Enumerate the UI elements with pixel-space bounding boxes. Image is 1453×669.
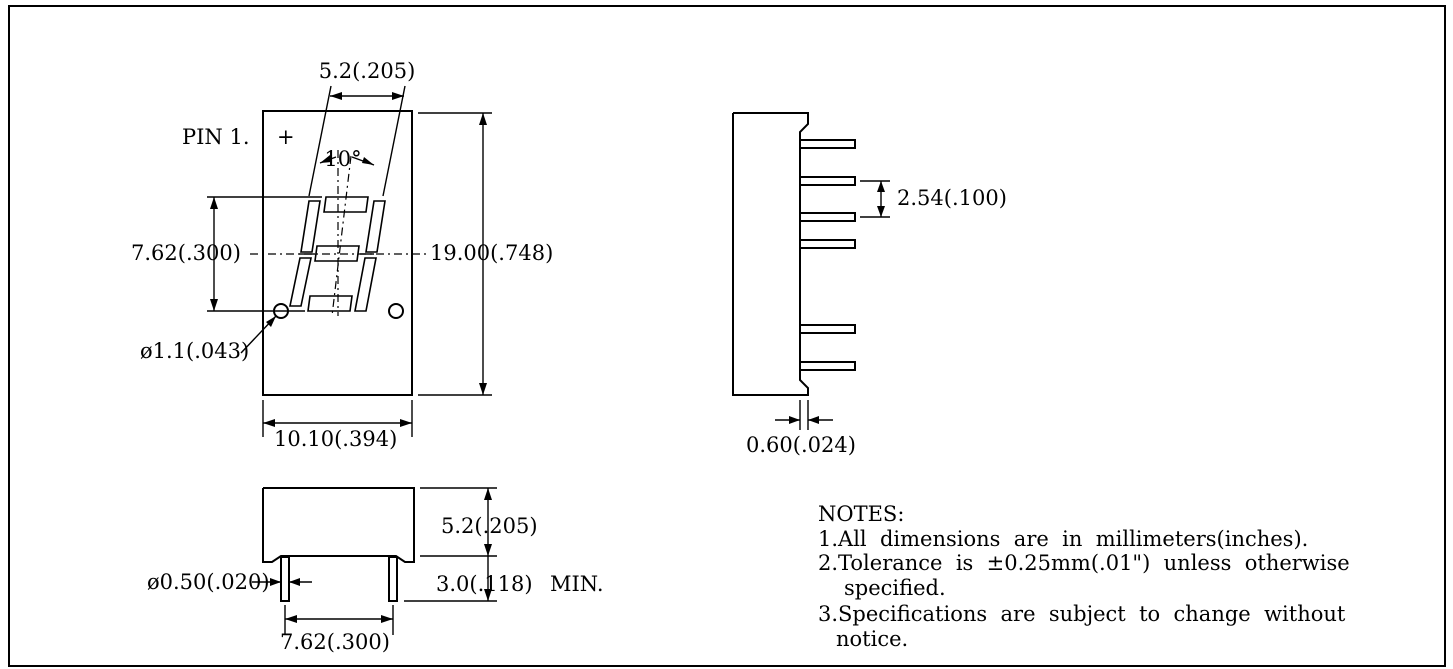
body-width-arrow-left: [263, 419, 275, 427]
note-1: 1.All dimensions are in millimeters(inch…: [818, 527, 1308, 551]
pin1-marker: +: [277, 125, 295, 149]
body-depth-label: 5.2(.205): [441, 514, 538, 538]
side-pin-2: [799, 176, 856, 186]
pin-diameter-arrow-right: [289, 578, 300, 586]
digit-width-extension-left: [308, 85, 332, 197]
row-spacing-label: 7.62(.300): [280, 630, 390, 654]
body-height-arrow-top: [479, 113, 487, 125]
pin-diameter-label: ø0.50(.020): [147, 570, 270, 594]
segment-c: [354, 257, 377, 312]
pitch-arrow-bottom: [877, 206, 885, 217]
body-height-arrow-bottom: [479, 383, 487, 395]
pin-length-label: 3.0(.118): [436, 572, 533, 596]
bottom-body-outline: [262, 487, 415, 563]
pin-length-suffix: MIN.: [550, 572, 604, 596]
row-spacing-arrow-right: [381, 615, 393, 623]
depth-arrow-top: [484, 488, 492, 500]
body-width-label: 10.10(.394): [274, 427, 397, 451]
side-pin-1: [799, 139, 856, 149]
pin-length-arrow-bottom: [484, 589, 492, 601]
note-3-cont: notice.: [836, 627, 908, 651]
side-pin-3: [799, 212, 856, 222]
drawing-frame: [8, 5, 1446, 667]
segment-e: [289, 257, 312, 307]
note-3: 3.Specifications are subject to change w…: [818, 602, 1346, 626]
digit-height-arrow-bottom: [210, 299, 218, 311]
pin-thickness-label: 0.60(.024): [746, 433, 856, 457]
body-width-arrow-right: [400, 419, 412, 427]
thickness-arrow-right: [808, 416, 819, 424]
pin-pitch-label: 2.54(.100): [897, 186, 1007, 210]
pin1-label: PIN 1.: [182, 125, 250, 149]
hole-diameter-label: ø1.1(.043): [140, 339, 249, 363]
side-body-outline: [732, 112, 809, 396]
depth-arrow-bottom: [484, 544, 492, 556]
hole-leader-arrow: [266, 316, 276, 327]
notes-title: NOTES:: [818, 502, 904, 526]
display-body-outline: [262, 110, 413, 396]
bottom-pin-left: [280, 556, 290, 602]
angle-arrowhead-left: [320, 155, 332, 163]
digit-width-arrow-left: [330, 92, 342, 100]
pitch-arrow-top: [877, 181, 885, 192]
body-height-label: 19.00(.748): [430, 241, 553, 265]
note-2: 2.Tolerance is ±0.25mm(.01") unless othe…: [818, 551, 1350, 575]
angle-arrowhead-right: [362, 157, 374, 165]
digit-height-label: 7.62(.300): [131, 241, 241, 265]
row-spacing-arrow-left: [285, 615, 297, 623]
angle-label: 10°: [324, 147, 361, 171]
side-pin-4: [799, 239, 856, 249]
digit-width-extension-right: [382, 85, 406, 197]
pin-diameter-arrow-left: [270, 578, 281, 586]
front-view: 5.2(.205) 10° PIN 1. + 7.62(.300) 19.00(…: [131, 59, 553, 451]
segment-b: [365, 200, 386, 253]
segment-d: [307, 295, 353, 312]
side-pin-5: [799, 324, 856, 334]
thickness-arrow-left: [789, 416, 800, 424]
bottom-view: 5.2(.205) 3.0(.118) MIN. ø0.50(.020) 7.6…: [147, 487, 604, 654]
digit-width-arrow-right: [392, 92, 404, 100]
segment-f: [300, 200, 321, 253]
note-2-cont: specified.: [844, 576, 946, 600]
slant-centerline: [331, 155, 352, 317]
side-view: 2.54(.100) 0.60(.024): [732, 112, 1007, 457]
segment-g: [314, 245, 360, 262]
digit-width-label: 5.2(.205): [319, 59, 416, 83]
bottom-pin-right: [388, 556, 398, 602]
mounting-hole-right: [388, 303, 404, 319]
side-pin-6: [799, 361, 856, 371]
digit-height-arrow-top: [210, 197, 218, 209]
segment-a: [323, 196, 369, 213]
notes-block: NOTES: 1.All dimensions are in millimete…: [818, 502, 1350, 651]
